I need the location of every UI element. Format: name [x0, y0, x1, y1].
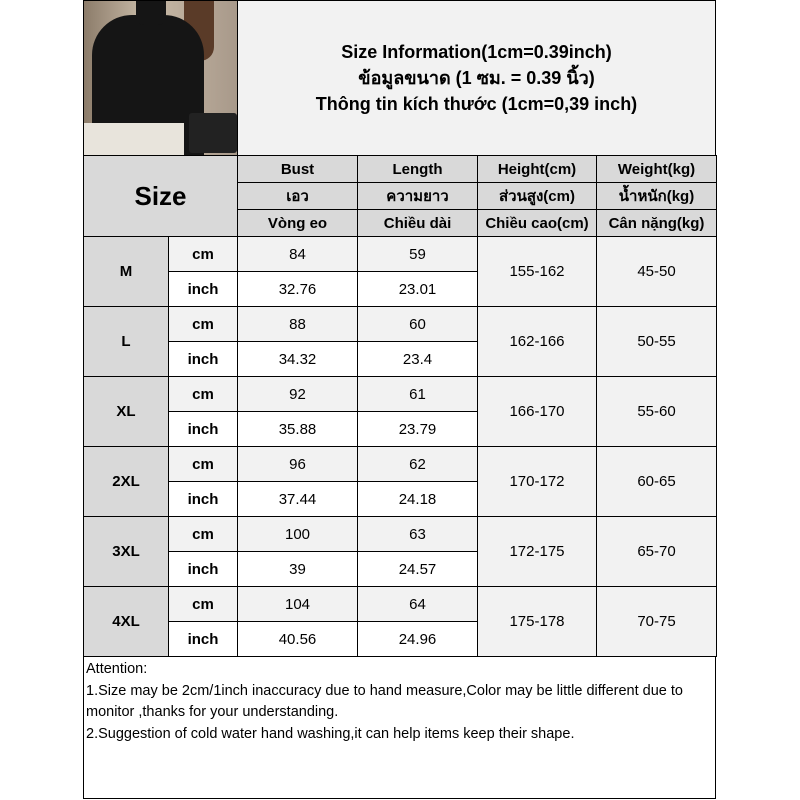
- header-cell: น้ำหนัก(kg): [596, 182, 717, 210]
- table-row-inch: inch 40.56 24.96: [84, 621, 717, 657]
- header-cell: Chiều dài: [357, 209, 478, 237]
- weight-range: 60-65: [596, 446, 717, 517]
- size-label: 3XL: [83, 516, 169, 587]
- bust-inch: 34.32: [237, 341, 358, 377]
- size-label: M: [83, 236, 169, 307]
- unit-cm: cm: [168, 446, 238, 482]
- table-row-cm: 4XL cm 104 64 175-178 70-75: [83, 586, 717, 657]
- weight-range: 65-70: [596, 516, 717, 587]
- unit-cm: cm: [168, 306, 238, 342]
- note-item: 1.Size may be 2cm/1inch inaccuracy due t…: [86, 682, 683, 721]
- bust-inch: 37.44: [237, 481, 358, 517]
- unit-inch: inch: [168, 341, 238, 377]
- unit-cm: cm: [168, 516, 238, 552]
- weight-range: 50-55: [596, 306, 717, 377]
- header-cell: ส่วนสูง(cm): [477, 182, 597, 210]
- length-inch: 24.18: [357, 481, 478, 517]
- bust-cm: 104: [237, 586, 358, 622]
- bust-inch: 35.88: [237, 411, 358, 447]
- bust-cm: 92: [237, 376, 358, 412]
- unit-inch: inch: [168, 551, 238, 587]
- bust-cm: 84: [237, 236, 358, 272]
- height-range: 170-172: [477, 446, 597, 517]
- product-photo: [84, 1, 237, 155]
- length-inch: 23.79: [357, 411, 478, 447]
- weight-range: 70-75: [596, 586, 717, 657]
- header-cell: Vòng eo: [237, 209, 358, 237]
- length-inch: 24.96: [357, 621, 478, 657]
- height-range: 162-166: [477, 306, 597, 377]
- weight-range: 55-60: [596, 376, 717, 447]
- size-label: 4XL: [83, 586, 169, 657]
- length-inch: 23.01: [357, 271, 478, 307]
- height-range: 175-178: [477, 586, 597, 657]
- unit-cm: cm: [168, 236, 238, 272]
- unit-cm: cm: [168, 376, 238, 412]
- header-cell: Height(cm): [477, 155, 597, 183]
- height-range: 172-175: [477, 516, 597, 587]
- header-cell: เอว: [237, 182, 358, 210]
- unit-cm: cm: [168, 586, 238, 622]
- table-row-inch: inch 35.88 23.79: [84, 411, 717, 447]
- bust-cm: 100: [237, 516, 358, 552]
- length-cm: 60: [357, 306, 478, 342]
- table-row-cm: XL cm 92 61 166-170 55-60: [83, 376, 717, 447]
- length-inch: 23.4: [357, 341, 478, 377]
- title-thai: ข้อมูลขนาด (1 ซม. = 0.39 นิ้ว): [358, 68, 595, 88]
- length-cm: 64: [357, 586, 478, 622]
- note-item: 2.Suggestion of cold water hand washing,…: [86, 725, 575, 742]
- title-vietnamese: Thông tin kích thước (1cm=0,39 inch): [315, 94, 638, 114]
- size-label: L: [83, 306, 169, 377]
- bust-inch: 40.56: [237, 621, 358, 657]
- unit-inch: inch: [168, 271, 238, 307]
- length-cm: 62: [357, 446, 478, 482]
- attention-notes: Attention: 1.Size may be 2cm/1inch inacc…: [86, 659, 714, 745]
- table-row-cm: 2XL cm 96 62 170-172 60-65: [83, 446, 717, 517]
- table-row-cm: 3XL cm 100 63 172-175 65-70: [83, 516, 717, 587]
- unit-inch: inch: [168, 411, 238, 447]
- table-row-inch: inch 39 24.57: [84, 551, 717, 587]
- title-english: Size Information(1cm=0.39inch): [341, 42, 612, 62]
- unit-inch: inch: [168, 621, 238, 657]
- bust-cm: 96: [237, 446, 358, 482]
- length-inch: 24.57: [357, 551, 478, 587]
- header-cell: ความยาว: [357, 182, 478, 210]
- size-info-title: Size Information(1cm=0.39inch) ข้อมูลขนา…: [237, 1, 715, 155]
- header-cell: Bust: [237, 155, 358, 183]
- height-range: 166-170: [477, 376, 597, 447]
- header-cell: Length: [357, 155, 478, 183]
- unit-inch: inch: [168, 481, 238, 517]
- table-row-inch: inch 34.32 23.4: [84, 341, 717, 377]
- size-label: 2XL: [83, 446, 169, 517]
- height-range: 155-162: [477, 236, 597, 307]
- length-cm: 61: [357, 376, 478, 412]
- length-cm: 59: [357, 236, 478, 272]
- header-cell: Weight(kg): [596, 155, 717, 183]
- bust-inch: 32.76: [237, 271, 358, 307]
- length-cm: 63: [357, 516, 478, 552]
- bust-cm: 88: [237, 306, 358, 342]
- size-header: Size: [83, 155, 238, 237]
- weight-range: 45-50: [596, 236, 717, 307]
- header-cell: Cân nặng(kg): [596, 209, 717, 237]
- size-label: XL: [83, 376, 169, 447]
- size-table: Size Bust Length Height(cm) Weight(kg) เ…: [83, 155, 717, 657]
- notes-heading: Attention:: [86, 661, 148, 677]
- table-row-inch: inch 37.44 24.18: [84, 481, 717, 517]
- bust-inch: 39: [237, 551, 358, 587]
- header-cell: Chiều cao(cm): [477, 209, 597, 237]
